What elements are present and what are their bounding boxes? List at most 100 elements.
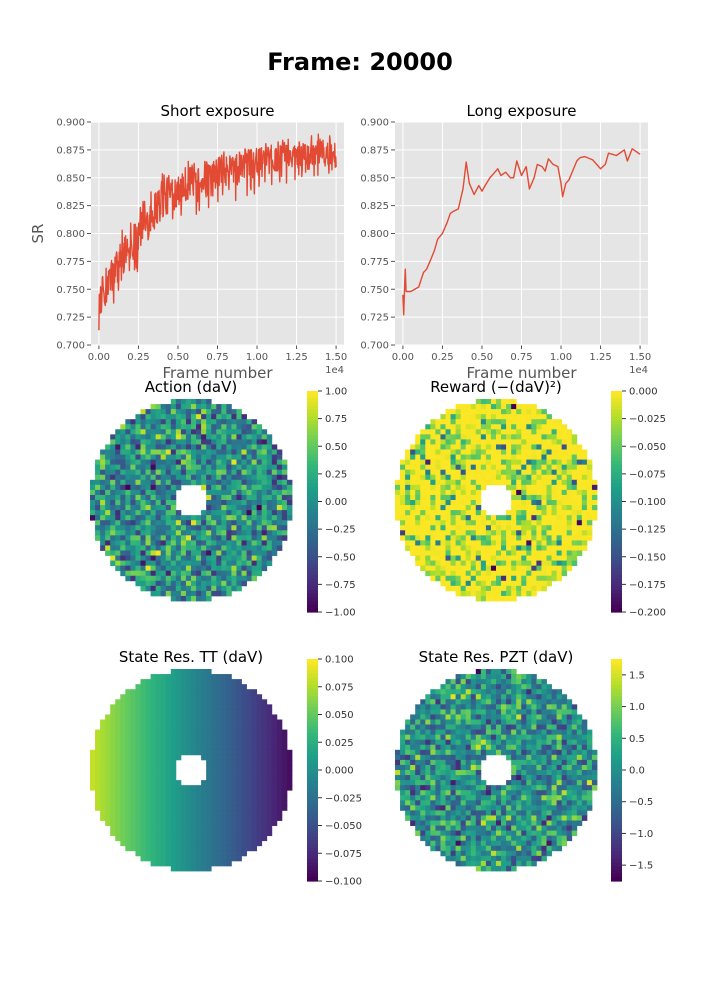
heatmap-cell xyxy=(266,459,273,466)
heatmap-cell xyxy=(475,520,482,526)
heatmap-cell xyxy=(511,714,517,720)
heatmap-cell xyxy=(125,520,131,526)
heatmap-cell xyxy=(470,800,477,806)
heatmap-cell xyxy=(216,835,222,842)
heatmap-cell xyxy=(480,530,487,536)
heatmap-cell xyxy=(246,744,252,751)
heatmap-cell xyxy=(440,689,446,695)
heatmap-cell xyxy=(201,479,207,486)
heatmap-cell xyxy=(526,699,532,705)
heatmap-cell xyxy=(435,510,441,516)
heatmap-cell xyxy=(180,434,187,440)
heatmap-cell xyxy=(140,464,146,471)
heatmap-cell xyxy=(241,785,247,791)
heatmap-cell xyxy=(420,520,426,526)
heatmap-cell xyxy=(501,810,507,816)
heatmap-cell xyxy=(241,520,247,526)
heatmap-cell xyxy=(516,434,522,440)
heatmap-cell xyxy=(191,835,197,842)
heatmap-cell xyxy=(216,739,222,746)
heatmap-cell xyxy=(211,684,217,690)
heatmap-cell xyxy=(546,739,552,746)
heatmap-cell xyxy=(251,810,258,816)
heatmap-cell xyxy=(430,515,436,521)
heatmap-cell xyxy=(221,540,227,546)
heatmap-cell xyxy=(150,409,157,415)
heatmap-cell xyxy=(581,764,588,771)
heatmap-cell xyxy=(561,775,568,781)
heatmap-cell xyxy=(546,754,552,761)
heatmap-cell xyxy=(511,810,517,816)
heatmap-cell xyxy=(480,399,487,405)
heatmap-cell xyxy=(460,575,467,582)
heatmap-cell xyxy=(501,525,507,531)
heatmap-cell xyxy=(276,770,283,776)
heatmap-cell xyxy=(490,714,497,720)
colorbar-segment xyxy=(307,847,318,852)
heatmap-cell xyxy=(480,404,487,410)
heatmap-cell xyxy=(160,674,167,680)
colorbar-segment xyxy=(611,582,622,587)
heatmap-cell xyxy=(420,479,426,486)
heatmap-cell xyxy=(246,775,252,781)
heatmap-cell xyxy=(130,780,136,786)
heatmap-cell xyxy=(110,459,116,466)
heatmap-cell xyxy=(445,424,451,430)
heatmap-cell xyxy=(566,729,573,736)
heatmap-cell xyxy=(405,505,411,511)
heatmap-cell xyxy=(511,805,517,811)
heatmap-cell xyxy=(231,419,237,425)
heatmap-cell xyxy=(455,414,462,420)
heatmap-cell xyxy=(455,775,462,781)
heatmap-cell xyxy=(150,585,157,592)
heatmap-cell xyxy=(490,555,497,561)
heatmap-cell xyxy=(576,535,583,541)
heatmap-cell xyxy=(140,679,146,685)
heatmap-cell xyxy=(576,449,583,455)
heatmap-cell xyxy=(281,775,288,781)
heatmap-cell xyxy=(511,734,517,741)
heatmap-cell xyxy=(236,575,242,582)
heatmap-cell xyxy=(496,414,502,420)
heatmap-cell xyxy=(521,795,527,801)
heatmap-cell xyxy=(546,580,552,587)
heatmap-cell xyxy=(516,689,522,695)
heatmap-cell xyxy=(475,429,482,435)
heatmap-cell xyxy=(536,484,542,491)
heatmap-cell xyxy=(496,439,502,445)
heatmap-cell xyxy=(175,550,182,556)
heatmap-cell xyxy=(165,689,172,695)
heatmap-cell xyxy=(485,580,492,587)
heatmap-cell xyxy=(465,810,472,816)
heatmap-cell xyxy=(420,719,426,725)
heatmap-cell xyxy=(541,444,547,450)
heatmap-cell xyxy=(236,724,242,730)
heatmap-cell xyxy=(201,850,207,857)
heatmap-cell xyxy=(541,785,547,791)
heatmap-cell xyxy=(246,754,252,761)
heatmap-cell xyxy=(475,525,482,531)
heatmap-cell xyxy=(201,399,207,405)
heatmap-cell xyxy=(556,419,563,425)
heatmap-cell xyxy=(425,429,431,435)
heatmap-cell xyxy=(135,739,141,746)
heatmap-cell xyxy=(511,560,517,567)
heatmap-cell xyxy=(430,704,436,710)
heatmap-cell xyxy=(160,540,167,546)
heatmap-cell xyxy=(516,424,522,430)
colorbar-segment xyxy=(307,556,318,562)
heatmap-cell xyxy=(485,724,492,730)
heatmap-cell xyxy=(440,810,446,816)
heatmap-cell xyxy=(150,474,157,481)
heatmap-cell xyxy=(216,674,222,680)
heatmap-cell xyxy=(221,444,227,450)
heatmap-cell xyxy=(445,734,451,741)
heatmap-cell xyxy=(591,489,598,496)
heatmap-cell xyxy=(440,520,446,526)
heatmap-cell xyxy=(516,679,522,685)
heatmap-cell xyxy=(521,565,527,572)
heatmap-cell xyxy=(405,785,411,791)
heatmap-cell xyxy=(231,550,237,556)
heatmap-cell xyxy=(115,820,121,826)
heatmap-cell xyxy=(566,439,573,445)
